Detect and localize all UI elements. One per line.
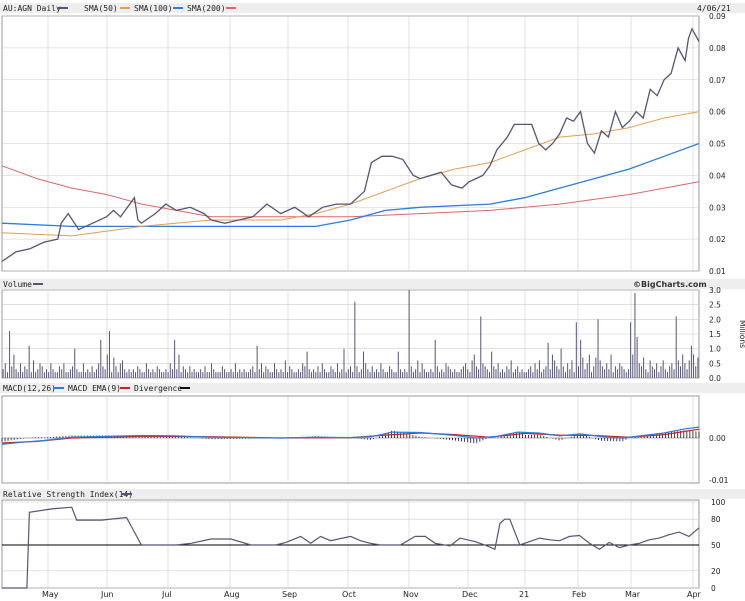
- month-label: Apr: [687, 590, 702, 599]
- y-tick-label: 80: [711, 515, 721, 524]
- y-tick-label: 20: [711, 567, 721, 576]
- y-tick-label: 3.0: [709, 286, 721, 295]
- y-tick-label: 0.0: [709, 374, 721, 383]
- legend-divergence: Divergence: [134, 384, 182, 393]
- month-label: 21: [519, 590, 529, 599]
- price-line: [1, 27, 700, 262]
- month-label: Nov: [403, 590, 419, 599]
- month-label: Feb: [572, 590, 586, 599]
- y-tick-label: 0.05: [709, 140, 726, 149]
- volume-header-bar: [0, 279, 745, 289]
- y-tick-label: 0.03: [709, 203, 726, 212]
- month-label: May: [42, 590, 59, 599]
- legend-macd-ema: MACD EMA(9): [68, 384, 121, 393]
- labels-layer: May Jun Jul Aug Sep Oct Nov Dec 21 Feb Mar Apr 0.09 0…: [42, 12, 745, 599]
- y-tick-label: 0.02: [709, 235, 726, 244]
- y-tick-label: 0.01: [709, 267, 726, 276]
- volume-title: Volume: [3, 280, 32, 289]
- legend-sma200: SMA(200): [187, 4, 226, 13]
- y-tick-label: 0.04: [709, 171, 726, 180]
- watermark: ©BigCharts.com: [633, 280, 707, 289]
- legend-sma100: SMA(100): [134, 4, 173, 13]
- sma100-line: [1, 142, 700, 228]
- y-tick-label: 50: [711, 541, 721, 550]
- sma200-line: [1, 165, 700, 218]
- y-tick-label: 1.5: [709, 330, 721, 339]
- marks-layer: [1, 27, 700, 589]
- price-date: 4/06/21: [697, 4, 731, 13]
- y-tick-label: 0: [711, 584, 716, 593]
- y-tick-label: 100: [711, 498, 726, 507]
- macd-panel-frame: [1, 395, 700, 484]
- legend-sma50: SMA(50): [84, 4, 118, 13]
- rsi-line: [2, 506, 700, 589]
- y-tick-label: 0.07: [709, 76, 726, 85]
- price-symbol: AU:AGN Daily: [3, 4, 61, 13]
- y-tick-label: 2.5: [709, 301, 721, 310]
- month-label: Mar: [625, 590, 641, 599]
- legend-macd: MACD(12,26): [3, 384, 56, 393]
- macd-line: [1, 426, 700, 445]
- month-label: Jun: [100, 590, 114, 599]
- month-label: Dec: [462, 590, 477, 599]
- volume-ylabel: Millions: [738, 320, 745, 348]
- rsi-panel-frame: [1, 499, 700, 589]
- y-tick-label: 1.0: [709, 345, 721, 354]
- y-tick-label: 2.0: [709, 315, 721, 324]
- grid-layer: [2, 15, 699, 589]
- month-label: Jul: [161, 590, 172, 599]
- month-label: Sep: [282, 590, 297, 599]
- y-tick-label: 0.00: [709, 434, 726, 443]
- macd-header-bar: [0, 383, 745, 393]
- price-header-bar: [0, 3, 745, 13]
- y-tick-label: 0.09: [709, 12, 726, 21]
- y-tick-label: 0.06: [709, 108, 726, 117]
- rsi-title: Relative Strength Index(14): [3, 490, 133, 499]
- y-tick-label: -0.01: [709, 476, 729, 485]
- month-label: Aug: [224, 590, 240, 599]
- y-tick-label: 0.08: [709, 44, 726, 53]
- month-label: Oct: [342, 590, 356, 599]
- y-tick-label: 0.5: [709, 359, 721, 368]
- rsi-header-bar: [0, 489, 745, 499]
